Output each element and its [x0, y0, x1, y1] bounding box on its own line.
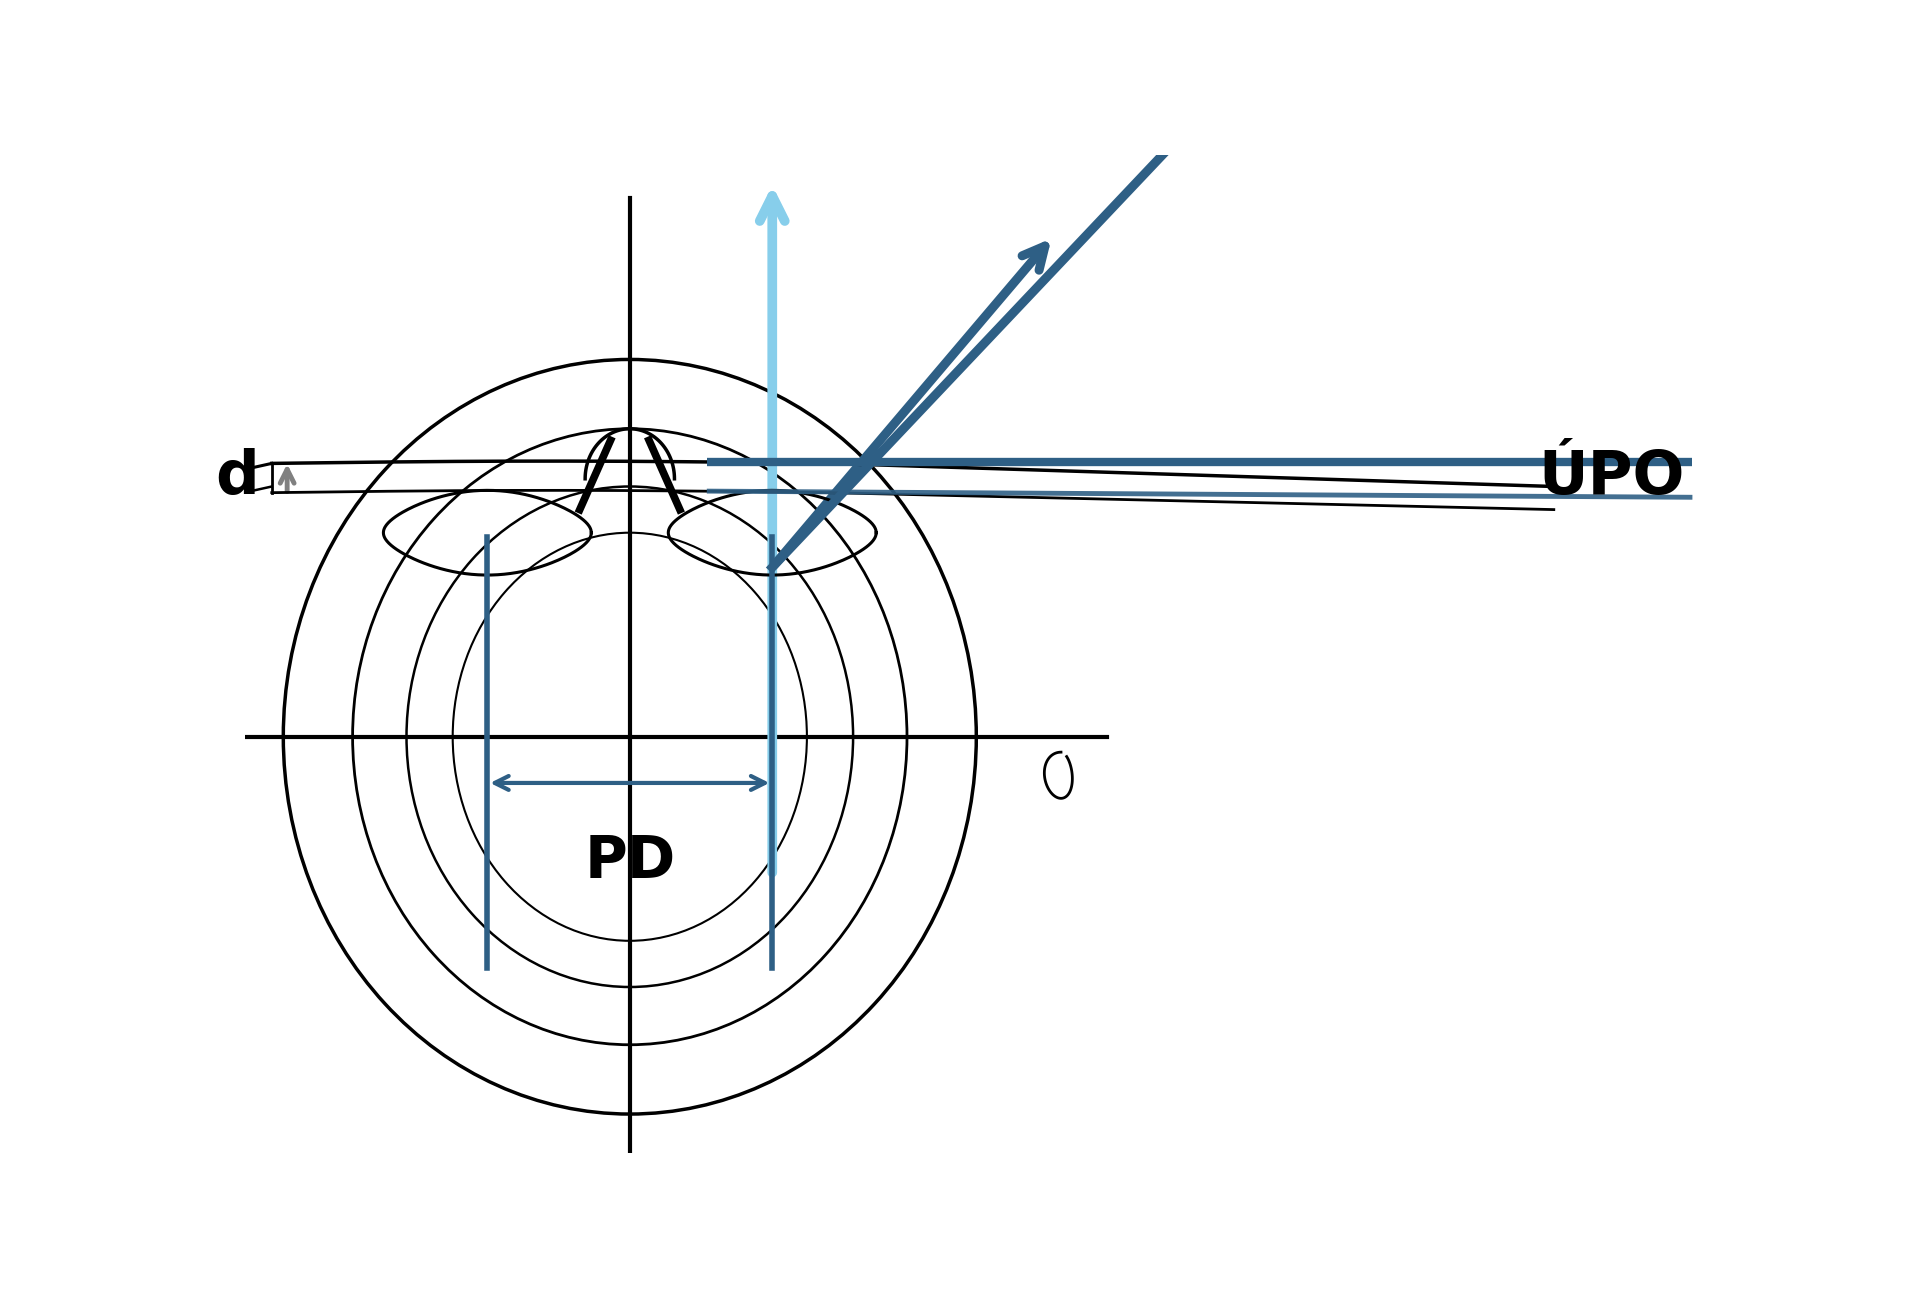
- Text: PD: PD: [584, 833, 676, 890]
- Text: d: d: [215, 448, 259, 508]
- Text: ÚPO: ÚPO: [1538, 448, 1684, 506]
